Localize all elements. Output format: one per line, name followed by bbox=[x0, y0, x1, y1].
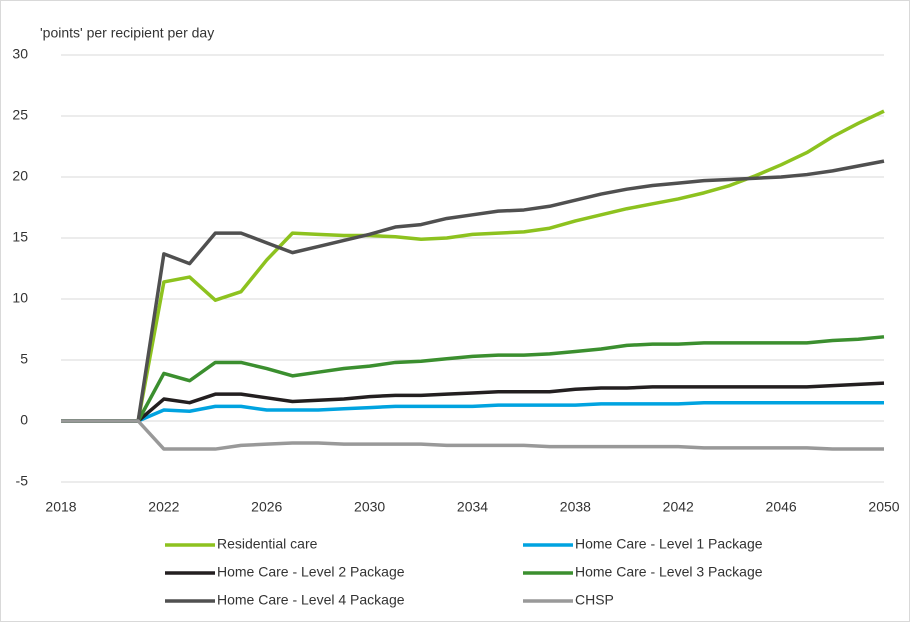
series-line bbox=[61, 381, 885, 423]
legend-label: Residential care bbox=[217, 536, 318, 552]
x-tick-label: 2022 bbox=[148, 499, 179, 515]
x-tick-label: 2026 bbox=[251, 499, 282, 515]
x-tick-label: 2038 bbox=[560, 499, 591, 515]
y-tick-label: 15 bbox=[12, 229, 28, 245]
series-line bbox=[61, 109, 885, 423]
y-tick-label: 0 bbox=[20, 412, 28, 428]
legend-label: Home Care - Level 3 Package bbox=[575, 564, 763, 580]
y-tick-label: 10 bbox=[12, 290, 28, 306]
x-tick-label: 2042 bbox=[663, 499, 694, 515]
legend-label: Home Care - Level 1 Package bbox=[575, 536, 763, 552]
x-tick-label: 2034 bbox=[457, 499, 488, 515]
y-tick-label: 20 bbox=[12, 168, 28, 184]
y-tick-label: -5 bbox=[16, 473, 29, 489]
series-line bbox=[61, 419, 884, 451]
legend-label: Home Care - Level 4 Package bbox=[217, 592, 405, 608]
x-tick-label: 2050 bbox=[868, 499, 899, 515]
y-axis-label: 'points' per recipient per day bbox=[40, 25, 214, 41]
x-tick-label: 2030 bbox=[354, 499, 385, 515]
series-line bbox=[61, 400, 884, 423]
legend-label: CHSP bbox=[575, 592, 614, 608]
series-line bbox=[61, 159, 885, 423]
y-tick-label: 25 bbox=[12, 107, 28, 123]
x-tick-label: 2018 bbox=[45, 499, 76, 515]
legend-label: Home Care - Level 2 Package bbox=[217, 564, 405, 580]
y-tick-label: 30 bbox=[12, 46, 28, 62]
series-line bbox=[61, 335, 885, 423]
y-tick-label: 5 bbox=[20, 351, 28, 367]
x-tick-label: 2046 bbox=[766, 499, 797, 515]
